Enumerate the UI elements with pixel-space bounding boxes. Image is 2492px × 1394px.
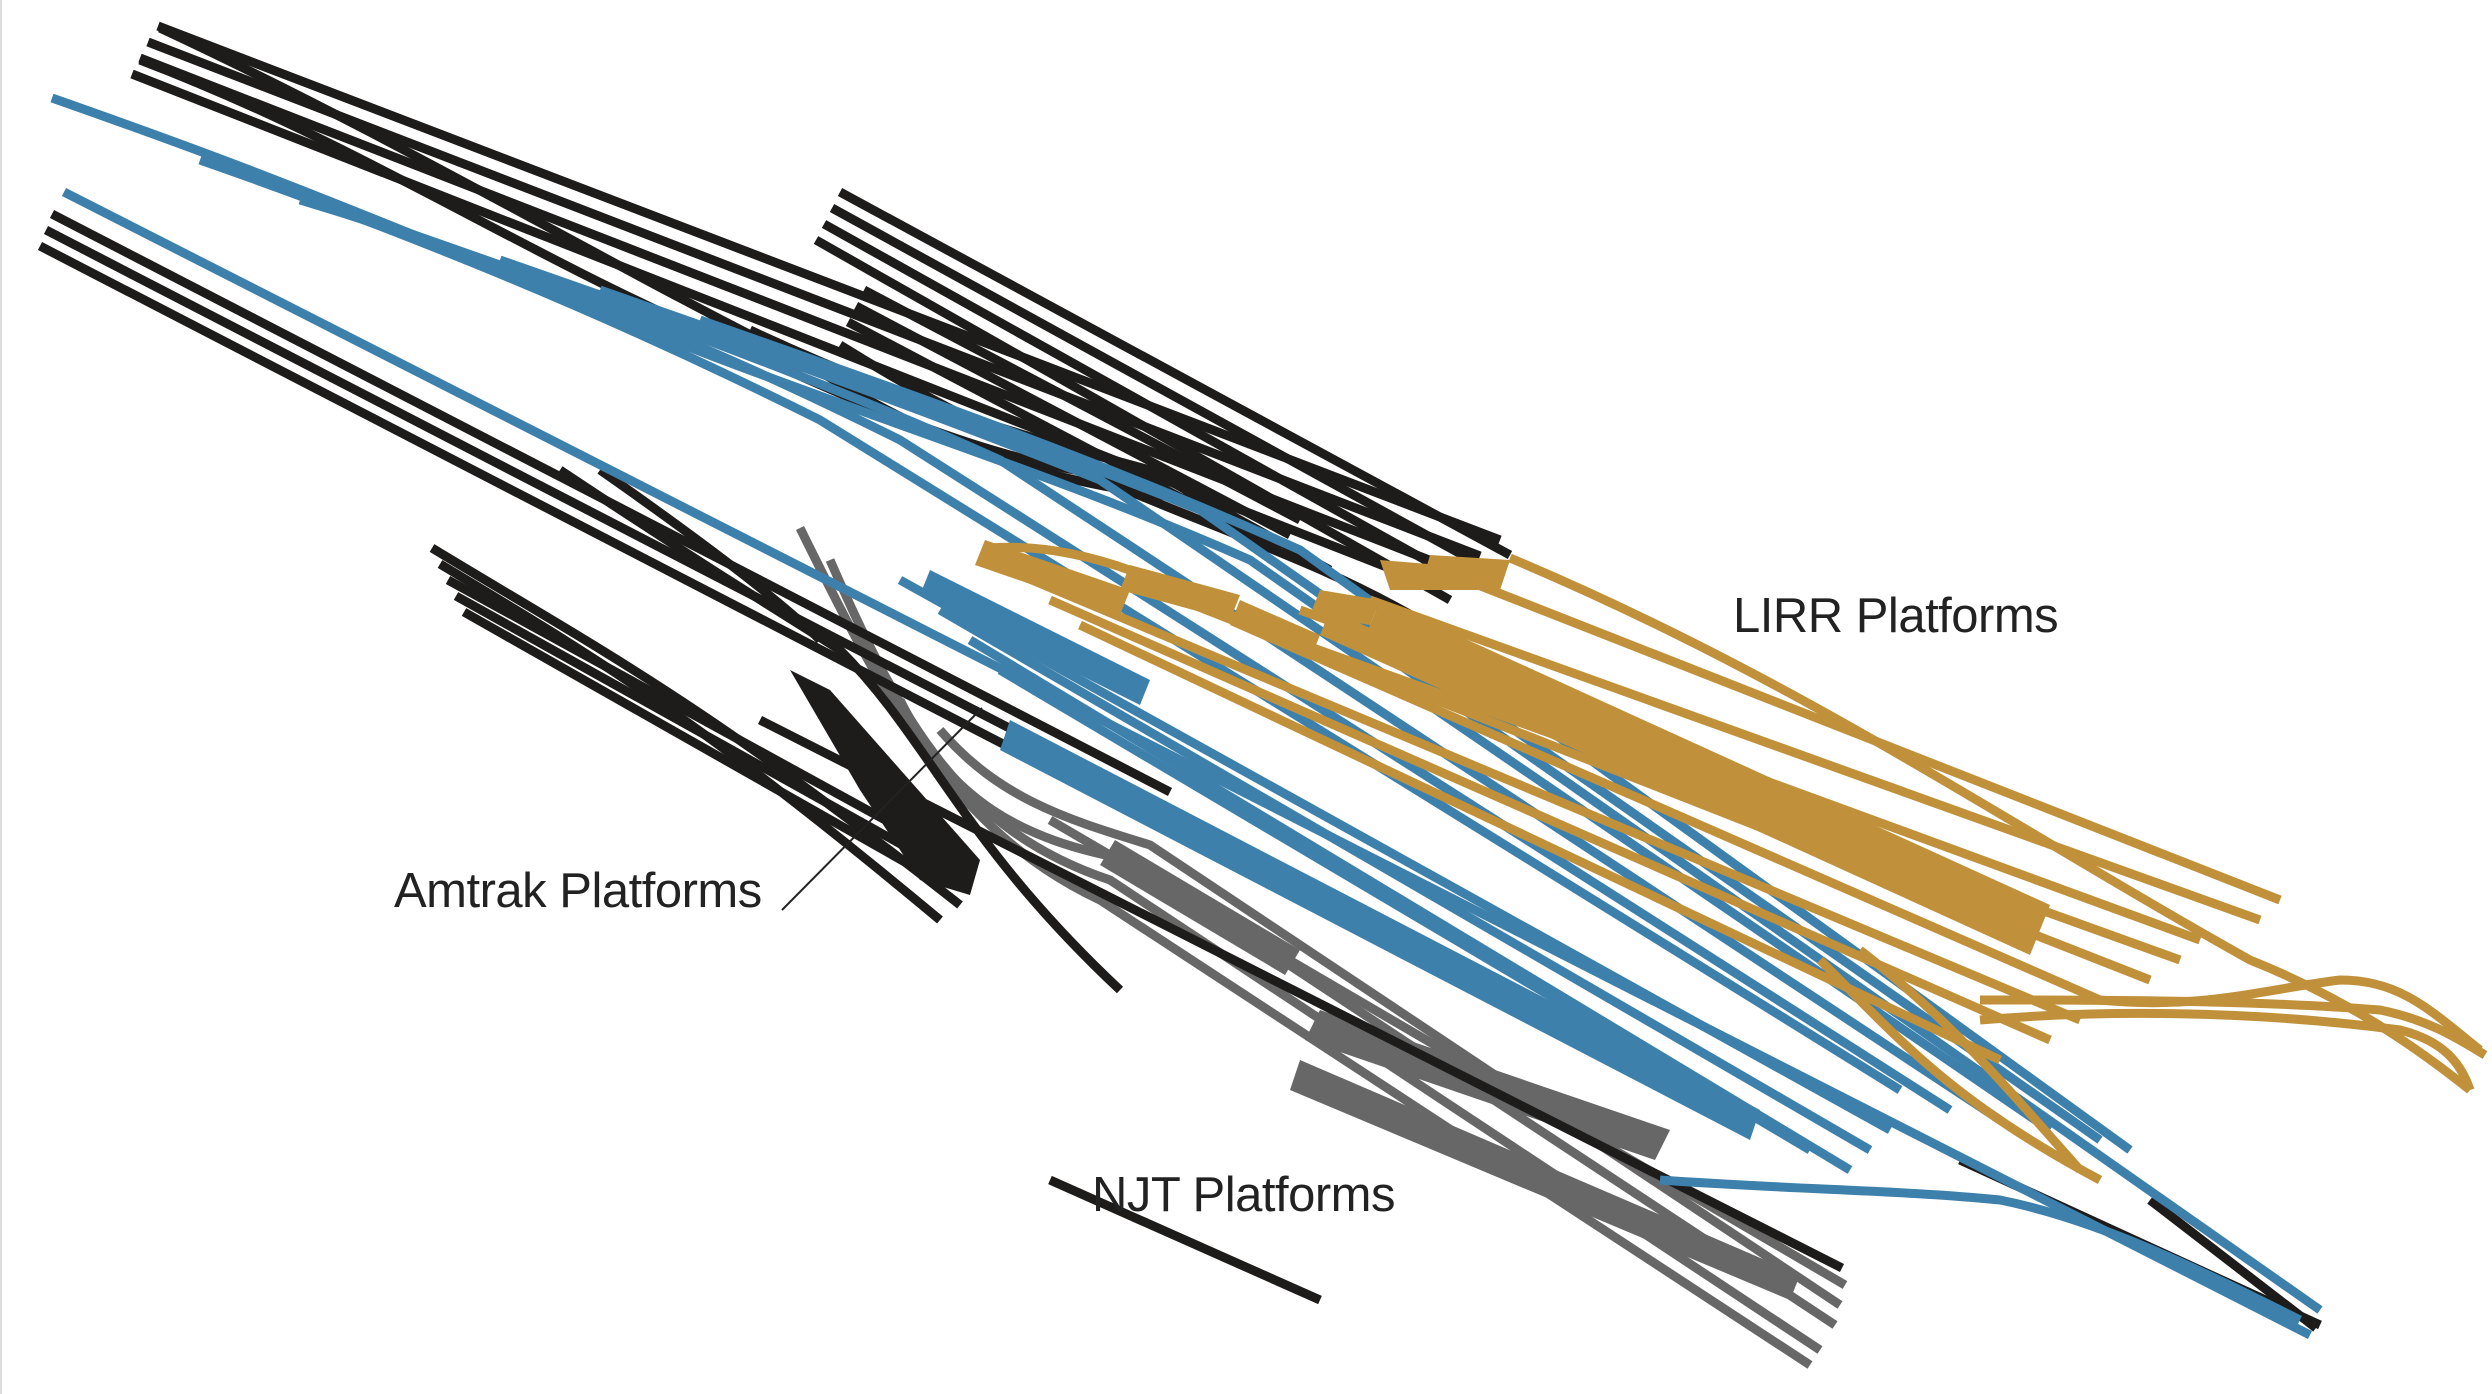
lirr-platform <box>1120 565 1240 620</box>
lirr-platform <box>1320 610 2000 935</box>
amtrak-track <box>43 226 1163 810</box>
shared-platforms <box>920 570 1760 1140</box>
amtrak-track <box>829 204 1493 574</box>
amtrak-track <box>445 576 943 854</box>
amtrak-platform <box>790 670 980 895</box>
amtrak-track <box>1048 1175 1322 1305</box>
shared-track <box>698 315 2133 1154</box>
lirr-track <box>1018 570 2082 1025</box>
amtrak-track <box>461 608 943 886</box>
njt-platforms-label: NJT Platforms <box>1092 1168 1395 1222</box>
lirr-track <box>1857 946 2084 1173</box>
shared-track <box>398 225 2003 1124</box>
lirr-platform <box>1230 600 1320 660</box>
lirr-platforms-label: LIRR Platforms <box>1733 589 2058 643</box>
njt-platform <box>1290 1060 1800 1300</box>
amtrak-track <box>821 220 1473 589</box>
amtrak-platforms-label: Amtrak Platforms <box>394 864 762 918</box>
lirr-track <box>1979 1008 2475 1092</box>
shared-track <box>937 606 1873 1154</box>
shared-track <box>897 576 1893 1134</box>
shared-track <box>61 187 2313 1340</box>
lirr-track <box>1979 995 2488 1059</box>
amtrak-track <box>557 466 1124 994</box>
njt-track <box>936 727 1843 1309</box>
amtrak-track <box>853 302 1293 539</box>
shared-track <box>198 155 1903 1094</box>
lirr-tracks <box>989 542 2488 1184</box>
amtrak-track <box>2147 1196 2319 1332</box>
shared-platform <box>1000 720 1760 1140</box>
shared-track <box>498 255 2053 1134</box>
amtrak-track <box>837 188 1513 559</box>
lirr-track <box>1368 595 2262 925</box>
amtrak-track <box>453 592 943 870</box>
lirr-platforms <box>975 540 2050 955</box>
lirr-track <box>1816 956 2103 1184</box>
amtrak-track <box>861 286 1303 524</box>
lirr-platform <box>1420 555 1510 590</box>
shared-platform <box>920 570 1150 705</box>
amtrak-track <box>597 466 824 644</box>
shared-track <box>50 93 2323 1314</box>
shared-tracks <box>50 93 2323 1340</box>
amtrak-leader-line <box>781 707 983 911</box>
lirr-platform <box>975 540 1130 615</box>
amtrak-track <box>429 544 963 909</box>
njt-platform <box>1100 840 1300 975</box>
amtrak-track <box>813 236 1453 604</box>
shared-track <box>1659 1175 2303 1325</box>
